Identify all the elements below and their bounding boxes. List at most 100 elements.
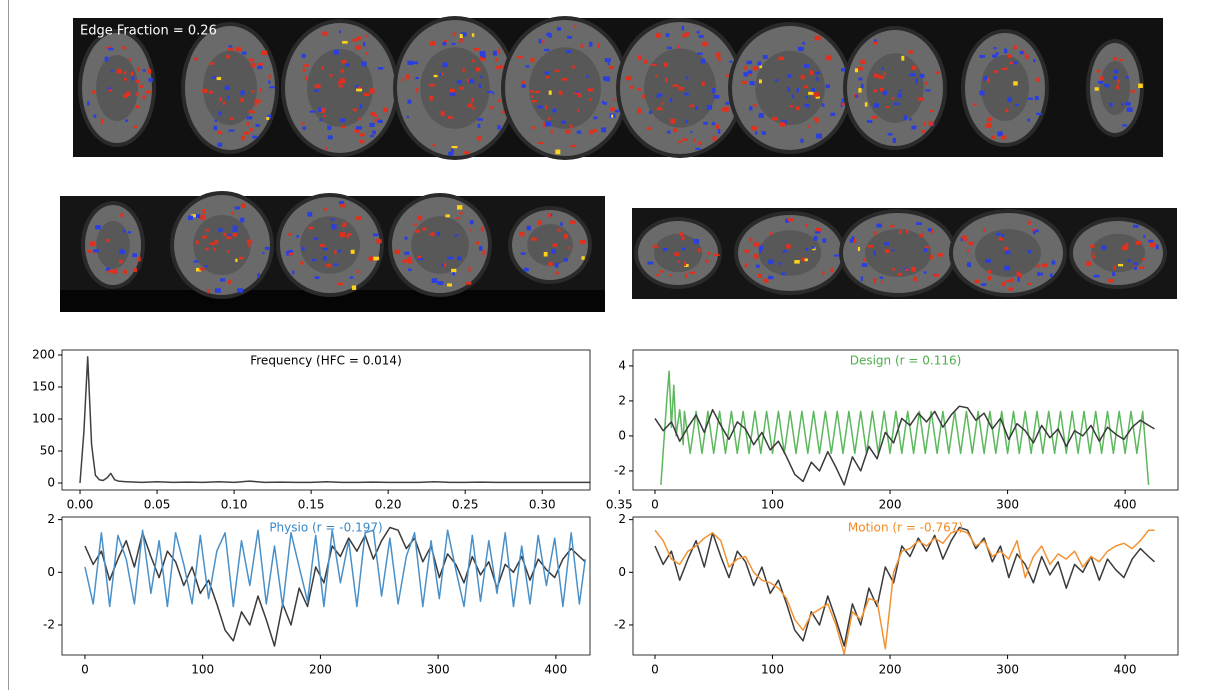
activation-blob <box>726 74 730 77</box>
activation-blob <box>247 243 251 247</box>
activation-blob <box>678 140 682 144</box>
activation-blob <box>561 78 568 81</box>
activation-blob <box>318 107 322 113</box>
activation-blob <box>880 87 884 92</box>
activation-blob <box>966 249 970 253</box>
activation-blob <box>326 263 331 268</box>
chart: 0 100 200 300 400 -2 0 2 Motion (r = -0.767) <box>614 512 1179 677</box>
activation-blob <box>805 223 809 227</box>
activation-blob <box>417 255 422 259</box>
activation-blob <box>637 55 643 60</box>
activation-blob <box>1006 279 1012 282</box>
activation-blob <box>782 250 787 253</box>
activation-blob <box>644 59 648 64</box>
activation-blob <box>923 271 927 274</box>
activation-blob <box>1024 54 1029 59</box>
activation-blob <box>786 244 791 249</box>
activation-blob <box>698 141 702 145</box>
activation-blob <box>327 135 333 140</box>
activation-blob <box>412 61 419 65</box>
activation-blob <box>1112 271 1116 277</box>
activation-blob <box>330 218 335 221</box>
activation-blob <box>911 125 917 130</box>
activation-blob <box>825 84 830 89</box>
activation-blob <box>695 147 701 150</box>
activation-blob <box>575 90 579 94</box>
activation-blob <box>373 114 378 117</box>
activation-blob <box>1013 81 1018 86</box>
activation-blob <box>216 77 222 81</box>
activation-blob <box>477 118 484 121</box>
activation-blob <box>1004 250 1011 255</box>
activation-blob <box>206 289 210 294</box>
activation-blob <box>243 131 249 135</box>
activation-blob <box>110 69 114 72</box>
activation-blob <box>531 237 537 241</box>
activation-blob <box>551 249 557 254</box>
activation-blob <box>254 103 257 107</box>
activation-blob <box>815 96 820 99</box>
brain-core <box>96 55 138 121</box>
activation-blob <box>529 90 534 93</box>
activation-blob <box>854 238 857 243</box>
activation-blob <box>87 249 92 253</box>
activation-blob <box>789 105 794 108</box>
activation-blob <box>339 232 346 238</box>
activation-blob <box>742 80 747 85</box>
activation-blob <box>744 66 748 70</box>
activation-blob <box>257 63 263 66</box>
activation-blob <box>611 114 614 118</box>
activation-blob <box>854 68 859 73</box>
activation-blob <box>881 67 885 70</box>
activation-blob <box>104 56 109 62</box>
activation-blob <box>1016 271 1021 275</box>
activation-blob <box>531 100 538 103</box>
activation-blob <box>232 228 238 233</box>
activation-blob <box>240 90 245 96</box>
activation-blob <box>124 77 127 81</box>
activation-blob <box>1049 273 1053 278</box>
activation-blob <box>123 269 127 275</box>
activation-blob <box>928 121 933 126</box>
activation-blob <box>208 90 213 94</box>
activation-blob <box>923 248 928 252</box>
activation-blob <box>1033 59 1036 63</box>
activation-blob <box>892 249 895 252</box>
activation-blob <box>814 119 819 123</box>
activation-blob <box>499 65 504 69</box>
activation-blob <box>546 32 552 36</box>
activation-blob <box>301 122 305 125</box>
activation-blob <box>124 71 127 75</box>
activation-blob <box>899 229 902 235</box>
activation-blob <box>858 88 862 93</box>
activation-blob <box>759 113 763 118</box>
activation-blob <box>482 250 485 255</box>
activation-blob <box>1138 83 1143 88</box>
activation-blob <box>849 238 854 243</box>
activation-blob <box>911 65 917 70</box>
activation-blob <box>342 222 347 226</box>
activation-blob <box>319 118 323 122</box>
edge-fraction: Edge Fraction = 0.26 <box>80 24 217 39</box>
activation-blob <box>459 86 464 90</box>
activation-blob <box>915 78 918 84</box>
chart-title: Design (r = 0.116) <box>850 354 962 368</box>
activation-blob <box>383 107 388 113</box>
activation-blob <box>962 235 967 240</box>
activation-blob <box>348 233 352 236</box>
activation-blob <box>451 42 456 46</box>
activation-blob <box>476 136 482 141</box>
activation-blob <box>321 66 324 70</box>
activation-blob <box>602 100 605 104</box>
activation-blob <box>456 216 460 220</box>
activation-blob <box>1037 272 1040 276</box>
activation-blob <box>880 280 884 284</box>
y-tick-label: 2 <box>618 512 626 526</box>
activation-blob <box>350 249 355 254</box>
activation-blob <box>752 104 757 107</box>
activation-blob <box>612 98 616 101</box>
activation-blob <box>550 129 553 134</box>
x-tick-label: 0.15 <box>298 498 325 512</box>
activation-blob <box>495 66 500 70</box>
activation-blob <box>960 237 963 242</box>
